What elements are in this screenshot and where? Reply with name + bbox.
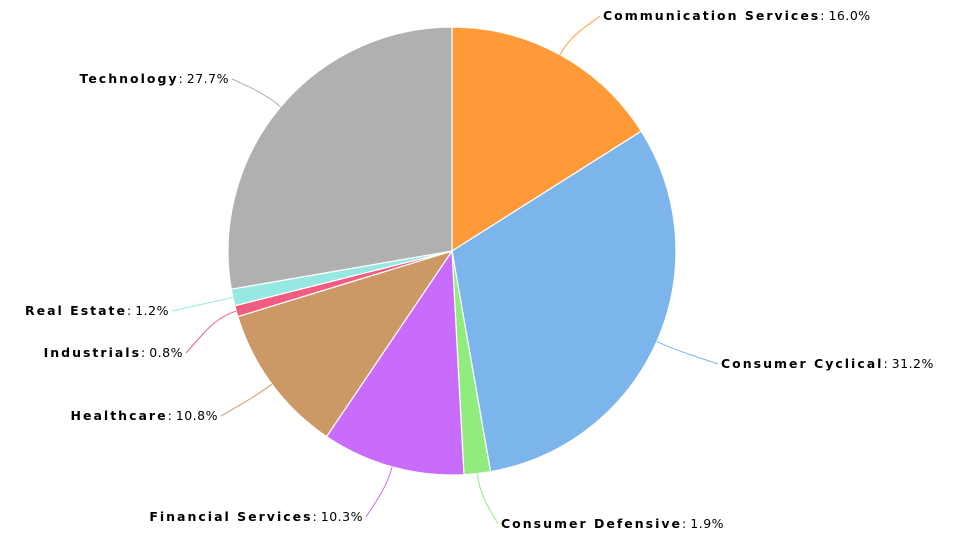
connector (559, 15, 601, 56)
connector (365, 466, 393, 518)
connector (476, 473, 499, 525)
pie-slice (451, 26, 643, 253)
connector (171, 297, 233, 312)
label-name: Technology (79, 71, 186, 86)
label-name: Healthcare (71, 408, 176, 423)
label-value: 10.3% (320, 509, 363, 524)
data-label: Technology27.7% (79, 71, 229, 87)
pie-slice (325, 249, 465, 476)
data-label: Real Estate1.2% (25, 303, 169, 319)
label-name: Real Estate (25, 303, 135, 318)
data-label: Communication Services16.0% (603, 8, 871, 24)
label-value: 10.8% (175, 408, 218, 423)
connector (231, 78, 281, 108)
label-value: 27.7% (186, 71, 229, 86)
label-value: 31.2% (891, 356, 934, 371)
data-label: Consumer Cyclical31.2% (721, 356, 934, 372)
pie-slice (227, 26, 453, 290)
data-label: Industrials0.8% (44, 345, 183, 361)
label-name: Consumer Defensive (501, 516, 690, 531)
label-value: 1.2% (135, 303, 169, 318)
label-name: Industrials (44, 345, 150, 360)
label-value: 0.8% (149, 345, 183, 360)
label-name: Consumer Cyclical (721, 356, 892, 371)
pie-slice (237, 249, 454, 438)
label-value: 16.0% (828, 8, 871, 23)
label-value: 1.9% (690, 516, 725, 531)
connector (220, 383, 273, 417)
connector (185, 310, 237, 354)
data-label: Healthcare10.8% (71, 408, 218, 424)
label-name: Financial Services (149, 509, 320, 524)
data-label: Consumer Defensive1.9% (501, 516, 724, 532)
connector (656, 341, 719, 365)
label-name: Communication Services (603, 8, 828, 23)
data-label: Financial Services10.3% (149, 509, 363, 525)
